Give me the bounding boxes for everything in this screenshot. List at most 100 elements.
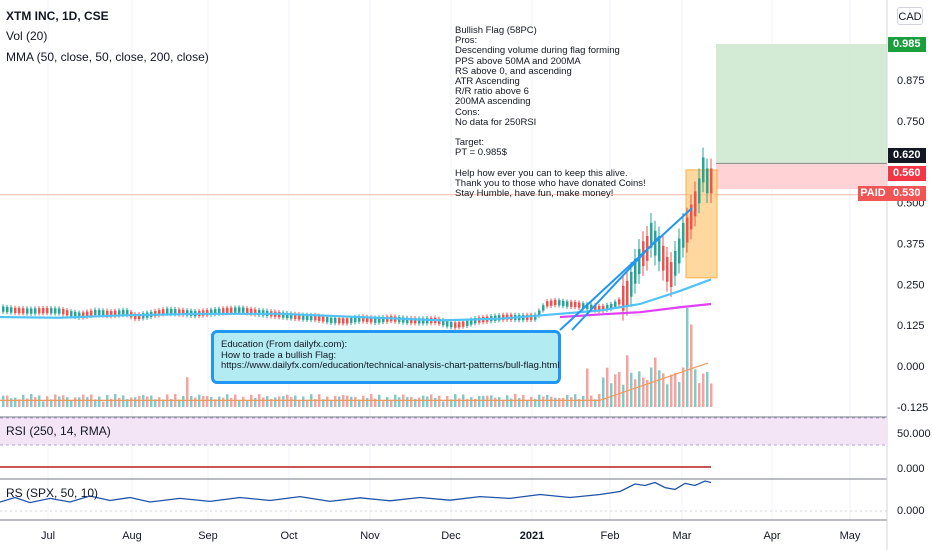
volume-bar	[18, 399, 21, 407]
candle-body	[366, 316, 369, 322]
volume-bar	[658, 370, 661, 407]
candle-body	[58, 308, 61, 314]
paid-price-tag: 0.530	[888, 186, 926, 201]
callout-line: https://www.dailyfx.com/education/techni…	[221, 360, 560, 371]
note-line: 200MA ascending	[455, 96, 531, 108]
volume-bar	[438, 395, 441, 407]
symbol-title[interactable]: XTM INC, 1D, CSE	[6, 9, 109, 23]
volume-legend[interactable]: Vol (20)	[6, 29, 48, 43]
candle-body	[66, 310, 69, 316]
rsi-legend[interactable]: RSI (250, 14, RMA)	[6, 424, 111, 438]
volume-bar	[694, 369, 697, 407]
volume-bar	[602, 377, 605, 407]
volume-bar	[162, 399, 165, 407]
volume-bar	[550, 396, 553, 407]
candle-body	[678, 238, 681, 264]
candle-body	[286, 312, 289, 319]
time-tick-label: May	[840, 530, 861, 542]
candle-body	[370, 317, 373, 323]
candle-body	[442, 320, 445, 326]
volume-bar	[474, 398, 477, 407]
volume-bar	[294, 395, 297, 407]
candle-body	[106, 310, 109, 316]
candle-body	[218, 308, 221, 314]
volume-bar	[154, 399, 157, 407]
rs-legend[interactable]: RS (SPX, 50, 10)	[6, 486, 99, 500]
volume-bar	[542, 396, 545, 407]
volume-bar	[510, 398, 513, 407]
candle-body	[294, 313, 297, 320]
volume-bar	[442, 401, 445, 407]
volume-bar	[146, 396, 149, 407]
candle-body	[26, 308, 29, 314]
volume-bar	[554, 397, 557, 407]
time-tick-label: Aug	[122, 530, 142, 542]
volume-bar	[382, 401, 385, 407]
ma-legend[interactable]: MMA (50, close, 50, close, 200, close)	[6, 50, 209, 64]
currency-button[interactable]: CAD	[897, 7, 923, 25]
candle-body	[374, 317, 377, 323]
candle-body	[538, 310, 541, 316]
callout-line: Education (From dailyfx.com):	[221, 339, 348, 350]
candle-body	[362, 316, 365, 322]
time-tick-label: 2021	[520, 530, 544, 542]
volume-bar	[2, 395, 5, 407]
note-line: Pros:	[455, 35, 478, 47]
candle-body	[38, 308, 41, 314]
volume-bar	[534, 398, 537, 407]
candle-body	[230, 307, 233, 313]
volume-bar	[566, 395, 569, 407]
volume-bar	[118, 397, 121, 407]
volume-bar	[482, 395, 485, 407]
candle-body	[530, 314, 533, 320]
volume-bar	[70, 400, 73, 407]
candle-body	[658, 236, 661, 262]
candle-body	[558, 300, 561, 306]
note-line: Bullish Flag (58PC)	[455, 25, 537, 36]
candle-body	[98, 309, 101, 316]
volume-bar	[498, 397, 501, 407]
volume-bar	[530, 396, 533, 407]
volume-bar	[74, 397, 77, 407]
stop-zone	[716, 163, 887, 189]
note-line: PPS above 50MA and 200MA	[455, 55, 581, 67]
trade-notes: Bullish Flag (58PC) Pros: Descending volum…	[455, 25, 646, 199]
candle-body	[342, 318, 345, 324]
volume-bar	[314, 398, 317, 407]
volume-bar	[366, 398, 369, 407]
candle-body	[450, 322, 453, 328]
candle-body	[346, 318, 349, 324]
candle-body	[630, 271, 633, 297]
candle-body	[122, 309, 125, 316]
candle-body	[466, 320, 469, 326]
price-tick-label: 0.250	[897, 279, 925, 291]
volume-bar	[202, 396, 205, 407]
volume-bar	[242, 396, 245, 407]
volume-bar	[350, 396, 353, 407]
candle-body	[102, 310, 105, 316]
candle-body	[662, 245, 665, 271]
candle-body	[254, 309, 257, 315]
candle-body	[454, 322, 457, 328]
volume-bar	[126, 399, 129, 407]
candle-body	[694, 191, 697, 217]
volume-bar	[450, 399, 453, 407]
candle-body	[670, 262, 673, 287]
volume-bar	[466, 398, 469, 407]
candle-body	[650, 222, 653, 248]
volume-bar	[266, 396, 269, 407]
volume-bar	[98, 396, 101, 407]
candle-body	[138, 313, 141, 320]
volume-bar	[246, 400, 249, 407]
volume-ma-line	[0, 362, 709, 401]
volume-bar	[142, 395, 145, 407]
candle-body	[406, 317, 409, 323]
volume-bar	[390, 399, 393, 407]
volume-bar	[290, 397, 293, 407]
volume-bar	[346, 395, 349, 407]
volume-bar	[282, 396, 285, 407]
candle-body	[6, 306, 9, 313]
flag-pole-line	[571, 235, 661, 331]
candle-body	[234, 307, 237, 313]
